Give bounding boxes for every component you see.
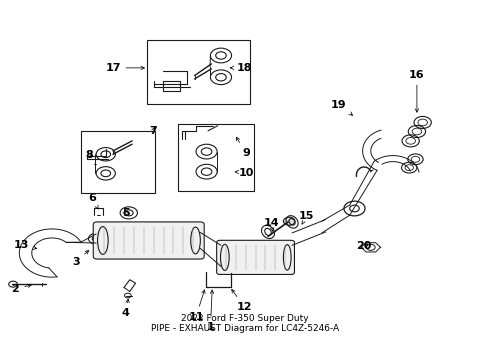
Circle shape [283,217,295,225]
Text: 1: 1 [207,290,214,332]
Text: 18: 18 [230,63,252,73]
Text: 7: 7 [149,126,157,136]
Text: 17: 17 [105,63,145,73]
Text: 4: 4 [122,299,130,318]
Text: 2022 Ford F-350 Super Duty
PIPE - EXHAUST Diagram for LC4Z-5246-A: 2022 Ford F-350 Super Duty PIPE - EXHAUS… [151,314,339,333]
FancyBboxPatch shape [217,240,294,274]
Text: 9: 9 [236,137,250,158]
Text: 10: 10 [235,168,254,178]
Text: 13: 13 [14,240,37,250]
Text: 2: 2 [12,284,31,294]
Text: 16: 16 [409,69,425,112]
Text: 11: 11 [188,290,205,321]
FancyBboxPatch shape [93,222,204,259]
Text: 3: 3 [72,251,89,267]
Text: 14: 14 [264,218,279,231]
Bar [147,40,250,104]
Bar [178,124,254,191]
Text: 20: 20 [356,241,372,251]
Text: 8: 8 [85,150,93,160]
Text: 19: 19 [331,100,352,115]
Text: 15: 15 [299,211,314,224]
Bar [81,131,155,193]
Text: 6: 6 [88,193,98,209]
Text: 5: 5 [122,208,130,218]
Text: 12: 12 [232,289,252,312]
